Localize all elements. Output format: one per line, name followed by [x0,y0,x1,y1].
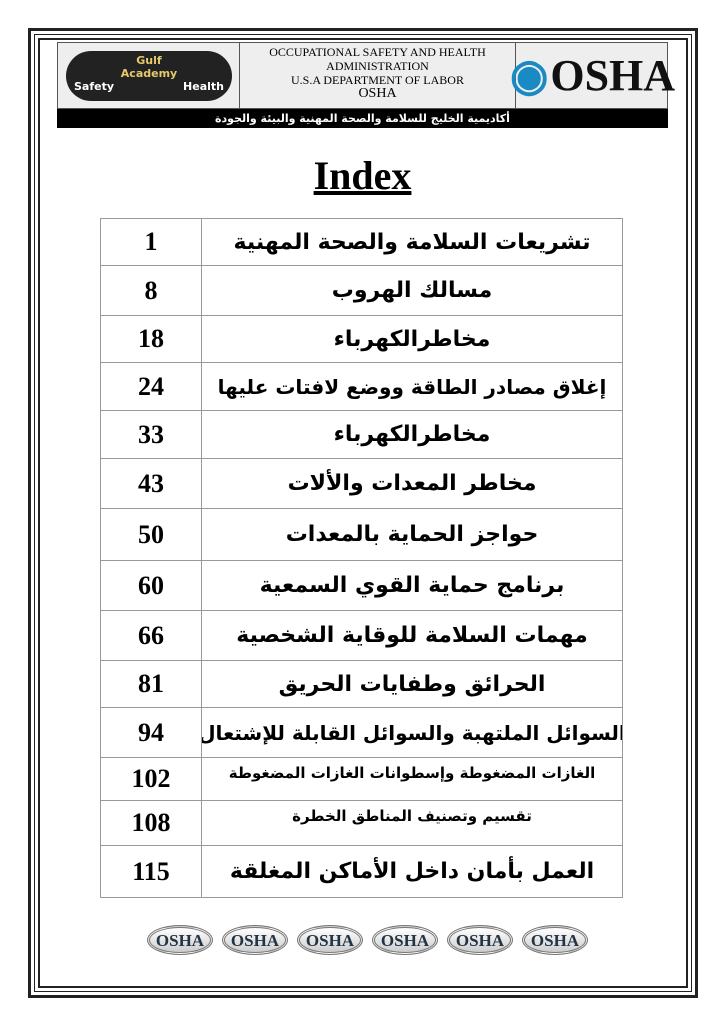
page-number: 60 [101,561,202,610]
logo-text: OSHA [550,51,676,100]
table-row: 60 برنامج حماية القوي السمعية [100,561,623,611]
frame [38,38,688,988]
page-number: 108 [101,801,202,845]
table-row: 24 إغلاق مصادر الطاقة ووضع لافتات عليها [100,363,623,411]
page-number: 115 [101,846,202,897]
table-row: 50 حواجز الحماية بالمعدات [100,509,623,561]
table-row: 115 العمل بأمان داخل الأماكن المغلقة [100,846,623,898]
page-number: 50 [101,509,202,560]
page-number: 102 [101,758,202,800]
page-number: 66 [101,611,202,660]
footer-logo: OSHA [297,925,363,955]
page-number: 94 [101,708,202,757]
header: Gulf Academy Safety Health OCCUPATIONAL S… [57,42,676,109]
page-number: 43 [101,459,202,508]
section-title: مسالك الهروب [331,278,493,303]
section-title: برنامج حماية القوي السمعية [259,573,565,598]
page-number: 81 [101,661,202,707]
header-line: U.S.A DEPARTMENT OF LABOR [291,73,464,87]
footer-logo: OSHA [522,925,588,955]
table-top [100,218,623,219]
page-number: 18 [101,316,202,362]
table-row: 33 مخاطرالكهرباء [100,411,623,459]
section-title: مخاطرالكهرباء [333,326,491,352]
section-title: تقسيم وتصنيف المناطق الخطرة [292,807,532,825]
footer-logo: OSHA [372,925,438,955]
logo-left: Gulf Academy Safety Health [58,43,240,108]
table-row: 94 السوائل الملتهبة والسوائل القابلة للإش… [100,708,623,758]
page-number: 24 [101,363,202,410]
footer-logo: OSHA [222,925,288,955]
header-line: OCCUPATIONAL SAFETY AND HEALTH [269,45,486,59]
footer-logo: OSHA [147,925,213,955]
table-row: 66 مهمات السلامة للوقاية الشخصية [100,611,623,661]
academy-logo: Gulf Academy Safety Health [66,51,232,101]
table-row: 81 الحرائق وطفايات الحريق [100,661,623,708]
footer-logo: OSHA [447,925,513,955]
section-title: الغازات المضغوطة وإسطوانات الغازات المضغ… [228,764,596,782]
section-title: الحرائق وطفايات الحريق [278,671,546,697]
table-row: 8 مسالك الهروب [100,266,623,316]
page-number: 1 [101,219,202,265]
table-row: 108 تقسيم وتصنيف المناطق الخطرة [100,801,623,846]
section-title: تشريعات السلامة والصحة المهنية [233,229,591,255]
header-line: OSHA [358,86,397,101]
header-bar: أكاديمية الخليج للسلامة والصحة المهنية و… [57,109,668,128]
osha-logo: ◉ OSHA [509,51,676,100]
frame [28,28,698,998]
frame [34,34,692,992]
section-title: إغلاق مصادر الطاقة ووضع لافتات عليها [217,374,607,399]
section-title: السوائل الملتهبة والسوائل القابلة للإشتع… [202,720,622,745]
section-title: مهمات السلامة للوقاية الشخصية [236,623,588,648]
page-number: 33 [101,411,202,458]
section-title: العمل بأمان داخل الأماكن المغلقة [229,859,595,884]
header-center: OCCUPATIONAL SAFETY AND HEALTH ADMINISTRA… [240,43,516,108]
logo-text: Health [183,80,224,93]
section-title: حواجز الحماية بالمعدات [285,522,539,547]
header-line: ADMINISTRATION [326,59,429,73]
page-title: Index [313,153,412,198]
logo-text: Academy [120,67,178,80]
logo-text: Gulf [136,54,162,67]
section-title: مخاطر المعدات والألات [287,471,537,496]
table-row: 18 مخاطرالكهرباء [100,316,623,363]
table-row: 102 الغازات المضغوطة وإسطوانات الغازات ال… [100,758,623,801]
page-number: 8 [101,266,202,315]
table-row: 1 تشريعات السلامة والصحة المهنية [100,219,623,266]
logo-text: Safety [74,80,115,93]
table-row: 43 مخاطر المعدات والألات [100,459,623,509]
section-title: مخاطرالكهرباء [333,422,491,447]
